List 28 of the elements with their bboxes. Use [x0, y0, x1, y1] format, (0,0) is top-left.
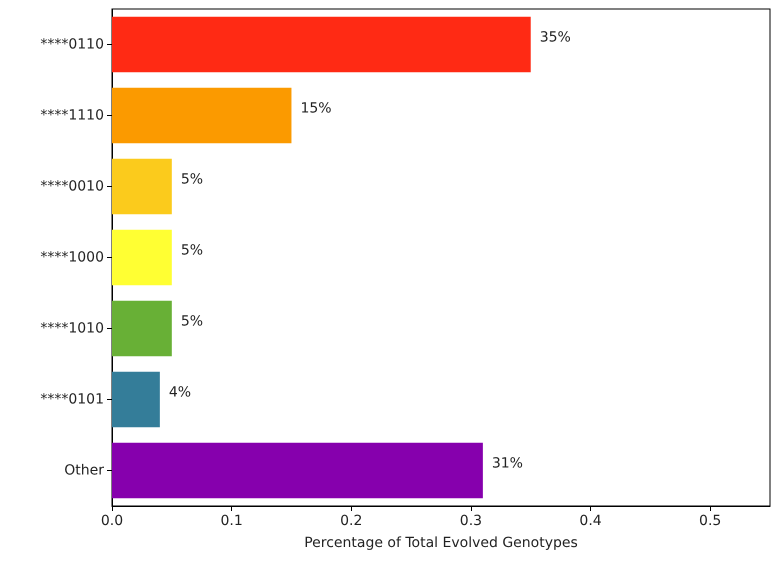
data-label: 4% — [168, 384, 192, 400]
y-tick-label: ****1000 — [40, 250, 104, 266]
data-label: 5% — [180, 314, 204, 330]
bar — [112, 230, 172, 286]
bar — [112, 88, 292, 144]
data-label: 15% — [300, 100, 332, 116]
x-tick-label: 0.3 — [460, 513, 482, 529]
x-tick-label: 0.5 — [699, 513, 722, 529]
bar — [112, 300, 172, 356]
x-tick-label: 0.2 — [340, 513, 362, 529]
bar — [112, 372, 160, 428]
data-label: 31% — [492, 456, 523, 472]
data-label: 5% — [180, 172, 204, 188]
y-tick-label: ****1010 — [40, 320, 104, 336]
x-axis-title: Percentage of Total Evolved Genotypes — [304, 535, 578, 551]
bar — [112, 16, 531, 72]
data-label: 5% — [180, 242, 204, 258]
bar — [112, 158, 172, 214]
y-tick-label: ****0101 — [40, 392, 104, 408]
y-tick-label: ****0110 — [40, 36, 104, 52]
x-tick-label: 0.4 — [579, 513, 602, 529]
y-tick-label: ****0010 — [40, 178, 104, 194]
x-tick-label: 0.1 — [220, 513, 243, 529]
x-tick-label: 0.0 — [100, 513, 124, 529]
bar — [112, 442, 483, 498]
y-tick-label: ****1110 — [40, 108, 104, 124]
y-tick-label: Other — [64, 462, 104, 478]
data-label: 35% — [540, 30, 571, 46]
